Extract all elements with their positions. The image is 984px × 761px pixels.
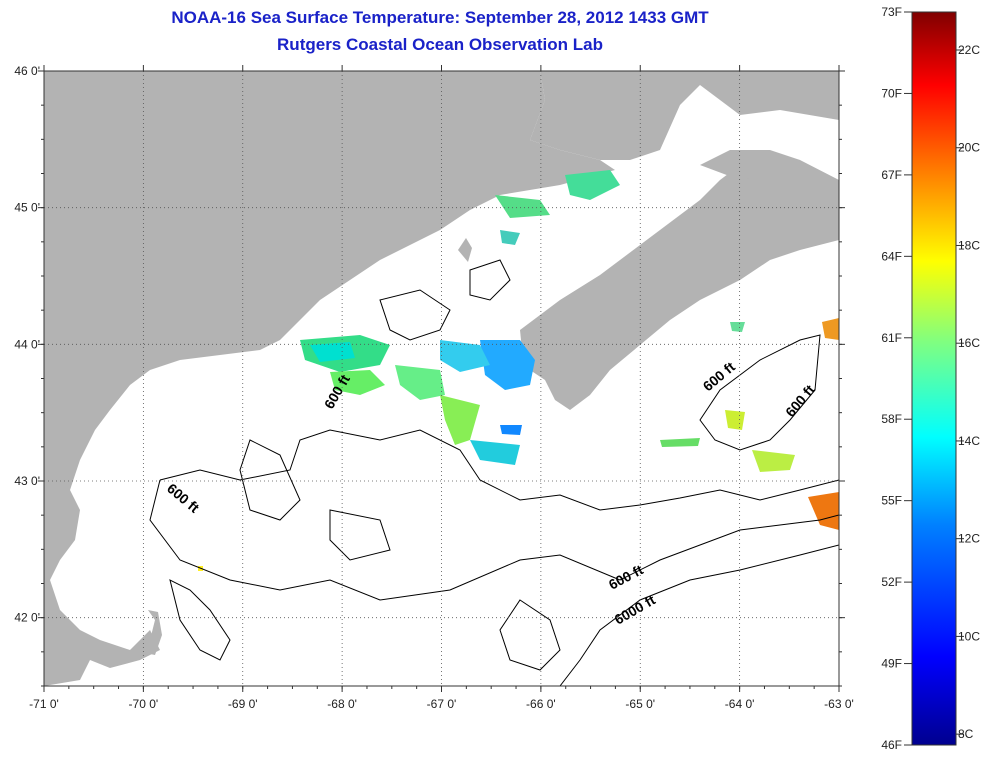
cb-label-f: 73F <box>881 5 902 19</box>
sst-patches <box>198 170 839 571</box>
cb-label-f: 61F <box>881 331 902 345</box>
cb-label-f: 70F <box>881 86 902 100</box>
lon-tick-label: -65 0' <box>625 697 655 711</box>
land-new-england <box>44 71 615 686</box>
lon-tick-label: -66 0' <box>526 697 556 711</box>
land-nova-scotia <box>520 155 839 410</box>
cb-label-f: 58F <box>881 412 902 426</box>
cb-label-f: 49F <box>881 657 902 671</box>
land-grand-manan <box>458 238 472 262</box>
lon-tick-label: -67 0' <box>427 697 457 711</box>
lat-tick-label: 46 0' <box>14 64 40 78</box>
bathymetry-contours <box>149 259 839 686</box>
lon-tick-label: -70 0' <box>129 697 159 711</box>
cb-label-f: 46F <box>881 738 902 752</box>
cb-label-f: 64F <box>881 249 902 263</box>
cb-label-f: 55F <box>881 494 902 508</box>
lat-tick-label: 43 0' <box>14 474 40 488</box>
lon-tick-label: -64 0' <box>725 697 755 711</box>
cb-label-c: 8C <box>958 727 974 741</box>
cb-label-c: 22C <box>958 43 980 57</box>
cb-label-c: 20C <box>958 141 980 155</box>
lon-tick-label: -63 0' <box>824 697 854 711</box>
lat-tick-label: 42 0' <box>14 611 40 625</box>
map-title: NOAA-16 Sea Surface Temperature: Septemb… <box>171 8 709 27</box>
lon-tick-label: -68 0' <box>327 697 357 711</box>
colorbar <box>911 11 957 746</box>
cb-label-f: 52F <box>881 575 902 589</box>
land-new-brunswick <box>530 71 839 160</box>
cb-label-c: 18C <box>958 238 980 252</box>
land-cape-cod <box>130 610 162 655</box>
cb-label-c: 12C <box>958 532 980 546</box>
cb-label-c: 14C <box>958 434 980 448</box>
lat-tick-label: 44 0' <box>14 337 40 351</box>
map-subtitle: Rutgers Coastal Ocean Observation Lab <box>277 35 603 54</box>
lon-tick-label: -71 0' <box>29 697 59 711</box>
land-pei <box>700 150 800 180</box>
lat-lon-grid <box>44 71 839 686</box>
cb-label-f: 67F <box>881 168 902 182</box>
cb-label-c: 10C <box>958 629 980 643</box>
cb-label-c: 16C <box>958 336 980 350</box>
lon-tick-label: -69 0' <box>228 697 258 711</box>
axis-ticks: -71 0' -70 0' -69 0' -68 0' -67 0' -66 0' -65 … <box>14 64 853 711</box>
colorbar-labels: 73F 70F 67F 64F 61F 58F 55F 52F 49F 46F 22C 20C 18C 1… <box>881 5 980 752</box>
lat-tick-label: 45 0' <box>14 201 40 215</box>
